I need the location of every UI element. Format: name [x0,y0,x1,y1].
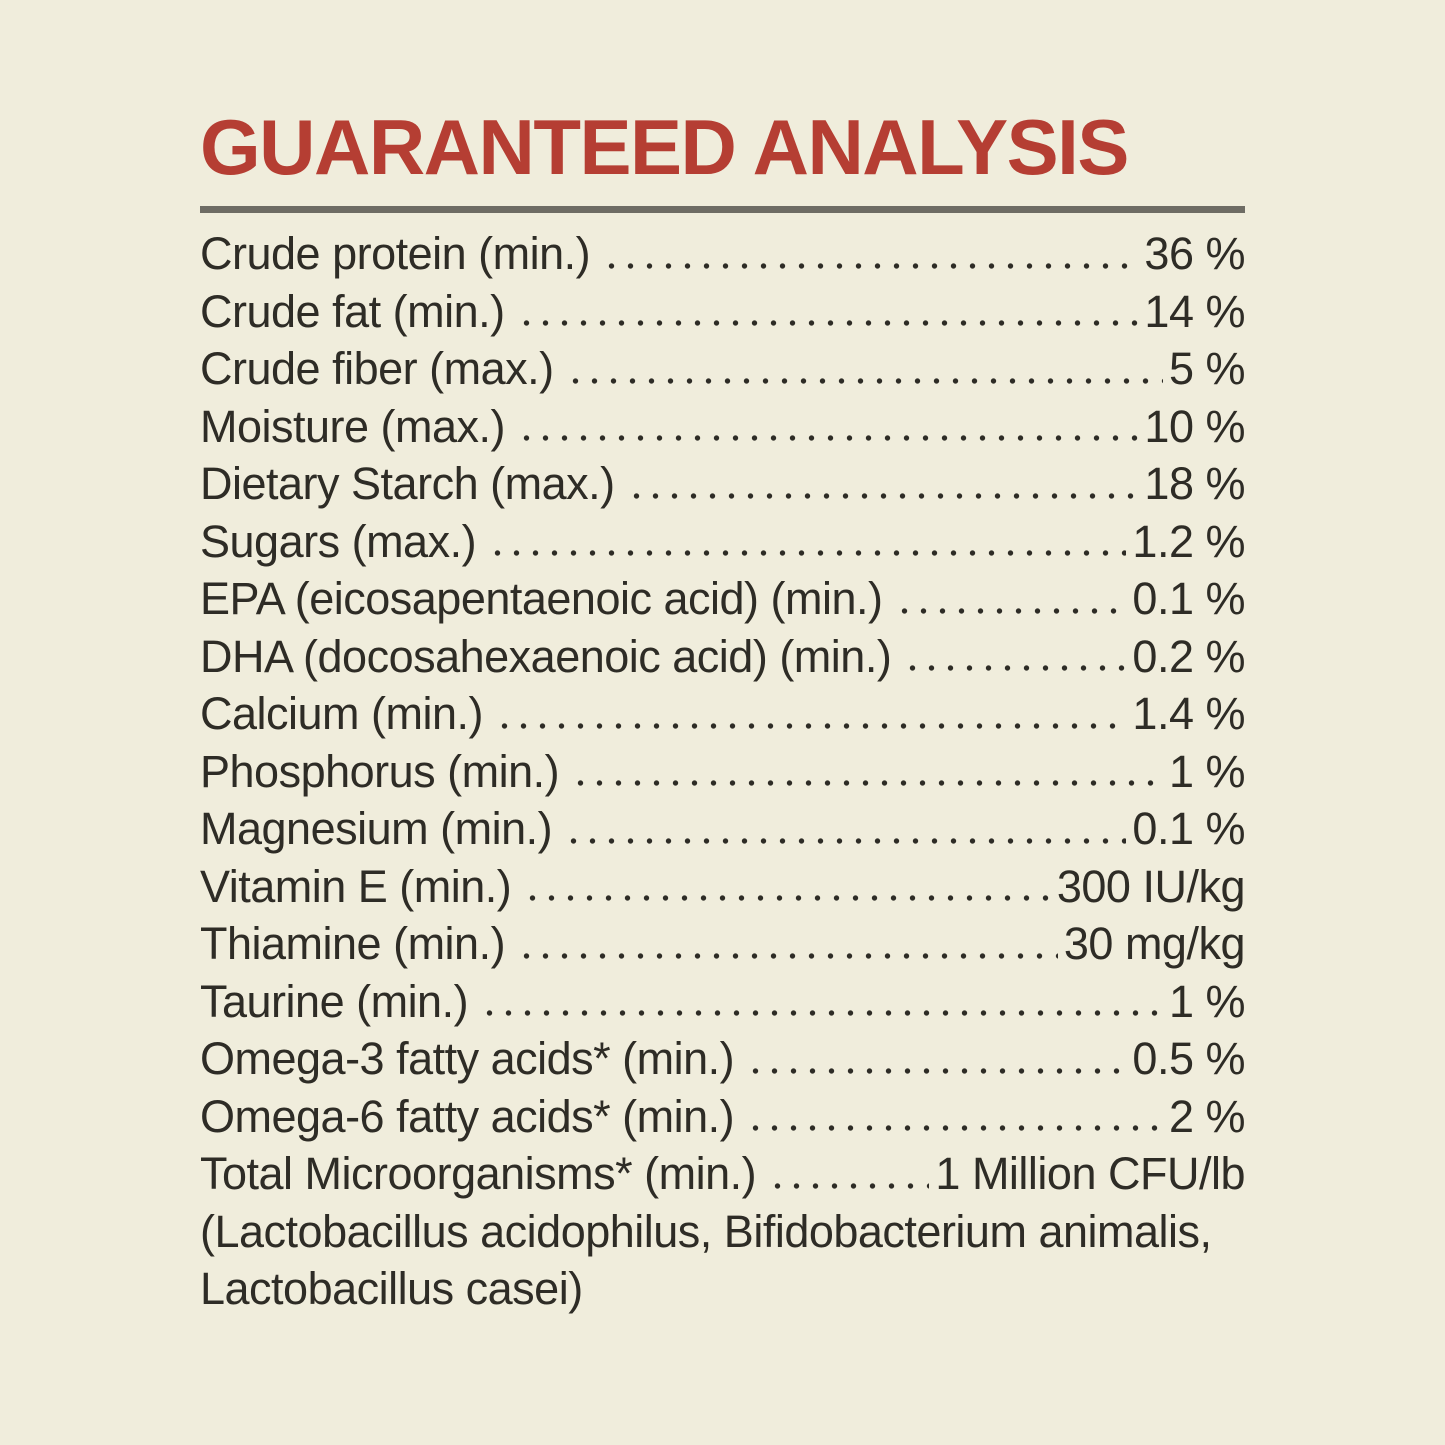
nutrient-label: Omega-3 fatty acids* (min.) [200,1033,735,1084]
nutrient-value: 5 % [1168,343,1246,394]
analysis-row: Crude fiber (max.) 5 % [200,340,1246,398]
dot-leader [515,915,1058,973]
dot-leader [563,340,1163,398]
nutrient-value: 1.4 % [1132,688,1245,739]
nutrient-label: Omega-6 fatty acids* (min.) [200,1090,735,1142]
nutrient-label: Dietary Starch (max.) [200,458,615,509]
analysis-row: Vitamin E (min.) 300 IU/kg [200,857,1246,915]
nutrient-label: Crude fiber (max.) [200,343,554,394]
nutrient-value: 1 % [1168,745,1246,797]
footnote-line: Lactobacillus casei) [200,1263,583,1314]
dot-leader [901,627,1127,685]
microorganisms-footnote: (Lactobacillus acidophilus, Bifidobacter… [200,1203,1245,1318]
footnote-line: (Lactobacillus acidophilus, Bifidobacter… [200,1205,1212,1257]
dot-leader [766,1145,930,1203]
dot-leader [562,800,1127,858]
analysis-row: Sugars (max.) 1.2 % [200,512,1245,570]
dot-leader [514,282,1139,340]
nutrient-value: 1 Million CFU/lb [935,1148,1245,1199]
nutrient-label: Phosphorus (min.) [200,745,560,797]
analysis-row: DHA (docosahexaenoic acid) (min.) 0.2 % [200,627,1245,685]
dot-leader [486,512,1127,570]
analysis-row: EPA (eicosapentaenoic acid) (min.) 0.1 % [200,570,1245,628]
dot-leader [744,1087,1163,1145]
nutrient-label: EPA (eicosapentaenoic acid) (min.) [200,573,883,624]
analysis-row: Omega-3 fatty acids* (min.) 0.5 % [200,1030,1245,1088]
nutrient-value: 36 % [1144,228,1245,279]
page-title: GUARANTEED ANALYSIS [200,103,1129,191]
nutrient-value: 2 % [1168,1090,1246,1142]
nutrient-label: Magnesium (min.) [200,803,553,854]
analysis-row: Omega-6 fatty acids* (min.) 2 % [200,1087,1246,1145]
analysis-row: Crude fat (min.) 14 % [200,282,1245,340]
nutrient-label: Crude protein (min.) [200,228,591,279]
nutrient-value: 30 mg/kg [1063,918,1246,969]
nutrient-value: 300 IU/kg [1056,860,1246,912]
nutrient-value: 14 % [1144,285,1245,337]
nutrient-value: 10 % [1144,400,1245,452]
guaranteed-analysis-panel: GUARANTEED ANALYSIS Crude protein (min.)… [200,103,1246,1318]
nutrient-label: Vitamin E (min.) [200,860,512,912]
nutrient-label: Total Microorganisms* (min.) [200,1148,757,1199]
nutrient-value: 1 % [1168,975,1246,1027]
analysis-row: Magnesium (min.) 0.1 % [200,800,1245,858]
nutrient-label: Sugars (max.) [200,515,477,567]
dot-leader [569,742,1163,800]
analysis-row: Thiamine (min.) 30 mg/kg [200,915,1246,973]
nutrient-label: Taurine (min.) [200,975,469,1027]
nutrient-value: 0.2 % [1132,630,1245,682]
dot-leader [478,972,1163,1030]
analysis-row: Dietary Starch (max.) 18 % [200,455,1245,513]
nutrient-label: DHA (docosahexaenoic acid) (min.) [200,630,892,682]
title-divider [200,206,1245,213]
dot-leader [624,455,1139,513]
nutrient-value: 0.5 % [1132,1033,1245,1084]
dot-leader [515,397,1139,455]
dot-leader [744,1030,1127,1088]
analysis-row: Taurine (min.) 1 % [200,972,1246,1030]
dot-leader [493,685,1127,743]
dot-leader [892,570,1127,628]
analysis-row: Crude protein (min.) 36 % [200,225,1245,283]
nutrient-label: Moisture (max.) [200,400,506,452]
nutrient-label: Crude fat (min.) [200,285,505,337]
nutrient-value: 0.1 % [1132,573,1245,624]
nutrient-label: Thiamine (min.) [200,918,506,969]
analysis-row: Moisture (max.) 10 % [200,397,1245,455]
analysis-table: Crude protein (min.) 36 % Crude fat (min.)… [200,225,1246,1203]
nutrient-value: 1.2 % [1132,515,1245,567]
analysis-row: Phosphorus (min.) 1 % [200,742,1246,800]
nutrient-label: Calcium (min.) [200,688,484,739]
dot-leader [600,225,1139,283]
analysis-row: Total Microorganisms* (min.) 1 Million CF… [200,1145,1245,1203]
dot-leader [521,857,1051,915]
nutrient-value: 0.1 % [1132,803,1245,854]
nutrient-value: 18 % [1144,458,1245,509]
analysis-row: Calcium (min.) 1.4 % [200,685,1245,743]
